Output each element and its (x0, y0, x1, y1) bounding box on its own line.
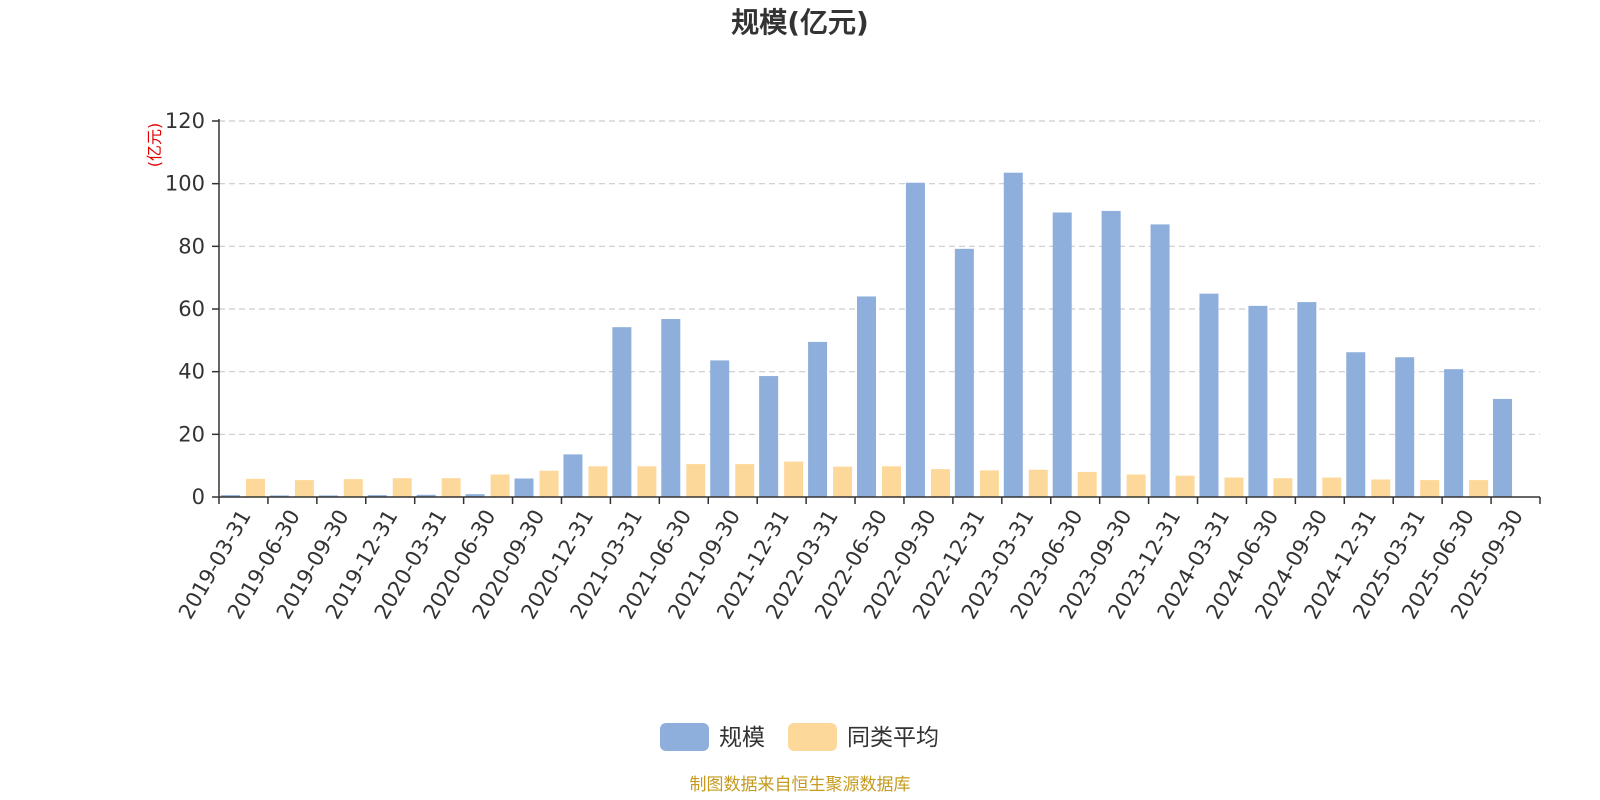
bar-scale[interactable] (1248, 305, 1268, 497)
legend-label-peer-average[interactable]: 同类平均 (847, 725, 939, 751)
bar-scale[interactable] (905, 182, 925, 497)
bars (220, 172, 1513, 497)
y-tick-label: 0 (192, 485, 205, 509)
bar-peer-average[interactable] (1175, 475, 1195, 497)
y-axis: 0 20 40 60 80 100 120 (165, 109, 220, 509)
legend: 规模 同类平均 (660, 723, 939, 751)
y-tick-label: 100 (165, 172, 205, 196)
bar-peer-average[interactable] (1224, 477, 1244, 497)
source-note: 制图数据来自恒生聚源数据库 (690, 775, 911, 795)
legend-swatch-peer-average[interactable] (788, 723, 837, 751)
grid-lines (219, 120, 1540, 435)
y-tick-label: 80 (178, 234, 205, 258)
bar-scale[interactable] (710, 360, 730, 497)
bar-peer-average[interactable] (1077, 471, 1097, 497)
legend-swatch-scale[interactable] (660, 723, 709, 751)
bar-scale[interactable] (661, 319, 681, 497)
bar-peer-average[interactable] (539, 470, 559, 497)
bar-peer-average[interactable] (1126, 474, 1146, 497)
bar-scale[interactable] (808, 341, 828, 497)
bar-scale[interactable] (1003, 172, 1023, 497)
bar-peer-average[interactable] (686, 464, 706, 497)
bar-peer-average[interactable] (1469, 480, 1489, 497)
bar-peer-average[interactable] (392, 478, 412, 497)
bar-peer-average[interactable] (833, 466, 853, 497)
bar-peer-average[interactable] (1322, 477, 1342, 497)
bar-scale[interactable] (563, 454, 583, 497)
bar-scale[interactable] (269, 495, 289, 497)
bar-peer-average[interactable] (1028, 469, 1048, 497)
y-tick-label: 120 (165, 109, 205, 133)
bar-scale[interactable] (367, 495, 387, 497)
bar-scale[interactable] (1444, 369, 1464, 497)
bar-peer-average[interactable] (490, 474, 510, 497)
bar-peer-average[interactable] (245, 478, 265, 497)
bar-scale[interactable] (857, 296, 876, 497)
bar-peer-average[interactable] (784, 461, 804, 497)
bar-scale[interactable] (1101, 210, 1121, 497)
bar-scale[interactable] (759, 376, 779, 497)
bar-peer-average[interactable] (735, 464, 755, 497)
y-tick-label: 60 (178, 297, 205, 321)
bar-scale[interactable] (1199, 293, 1219, 497)
bar-peer-average[interactable] (343, 479, 363, 497)
bar-scale[interactable] (416, 494, 436, 497)
bar-peer-average[interactable] (441, 478, 461, 497)
bar-scale[interactable] (514, 478, 534, 497)
chart-title: 规模(亿元) (731, 6, 869, 39)
bar-scale[interactable] (465, 494, 485, 497)
bar-scale[interactable] (220, 495, 240, 497)
bar-peer-average[interactable] (588, 466, 608, 497)
x-axis: 2019-03-312019-06-302019-09-302019-12-31… (174, 496, 1541, 623)
bar-scale[interactable] (318, 495, 338, 497)
bar-scale[interactable] (1297, 302, 1317, 497)
bar-scale[interactable] (1493, 398, 1513, 497)
bar-scale[interactable] (1395, 357, 1415, 497)
bar-peer-average[interactable] (1371, 479, 1391, 497)
bar-scale[interactable] (954, 248, 974, 497)
bar-scale[interactable] (1346, 352, 1366, 497)
bar-peer-average[interactable] (294, 480, 314, 497)
legend-label-scale[interactable]: 规模 (719, 725, 765, 751)
bar-scale[interactable] (1052, 212, 1072, 497)
bar-peer-average[interactable] (930, 469, 950, 497)
bar-peer-average[interactable] (882, 466, 901, 497)
bar-peer-average[interactable] (979, 470, 999, 497)
y-tick-label: 40 (178, 360, 205, 384)
bar-peer-average[interactable] (637, 466, 657, 497)
y-tick-label: 20 (178, 422, 205, 446)
bar-scale[interactable] (612, 327, 632, 497)
bar-peer-average[interactable] (1420, 480, 1440, 497)
bar-peer-average[interactable] (1273, 478, 1293, 497)
bar-scale[interactable] (1150, 224, 1170, 497)
y-axis-unit-label: (亿元) (145, 123, 164, 168)
